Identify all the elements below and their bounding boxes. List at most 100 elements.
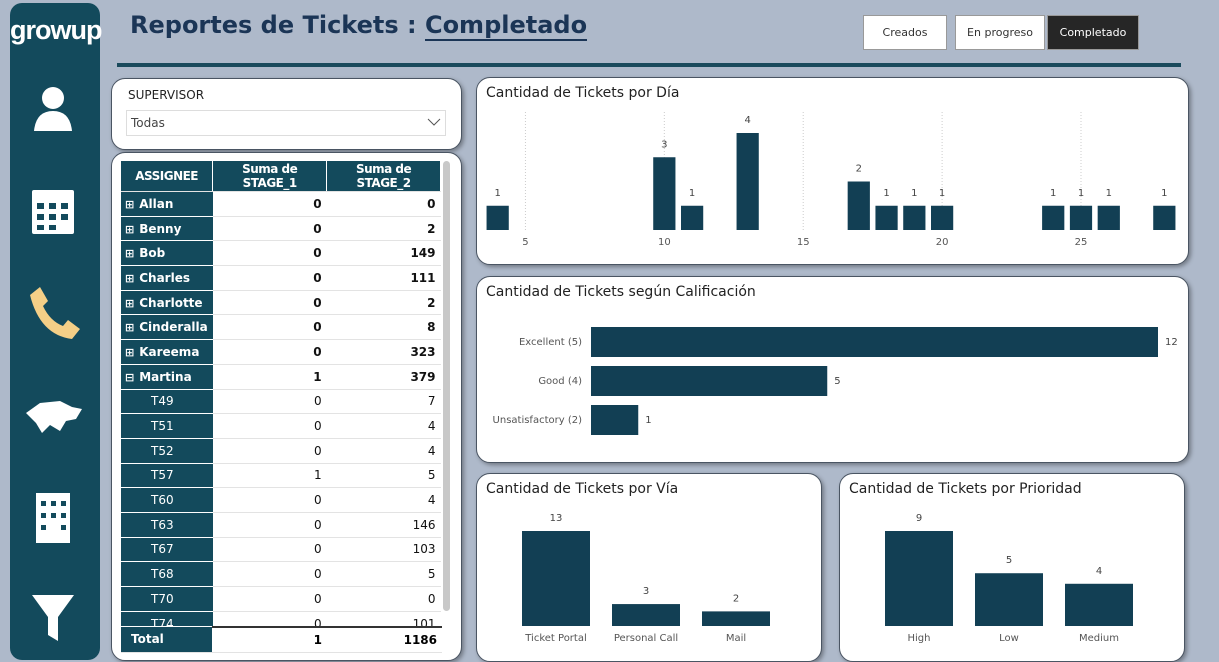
value-cell: 0 [212,487,327,513]
data-label: 2 [856,164,862,175]
assignee-name: Charles [139,270,190,285]
value-cell: 0 [212,339,327,365]
sidebar: growup [10,3,102,660]
slicer-dropdown[interactable]: Todas [126,110,446,136]
title-link[interactable]: Completado [424,11,588,41]
total-row: Total 1 1186 [121,625,442,653]
data-label: 2 [733,593,739,604]
value-cell: 8 [326,314,441,341]
nav-calendar[interactable] [32,190,74,234]
y-tick-label: Unsatisfactory (2) [493,415,583,426]
value-cell: 0 [326,191,441,217]
bar [522,531,590,626]
table-row: T68 0 5 [121,561,441,587]
data-label: 4 [744,115,750,126]
value-cell: 111 [326,265,441,291]
nav-phone[interactable] [30,287,80,339]
y-tick-label: Good (4) [538,376,582,387]
bar [1097,205,1120,230]
x-tick-label: 10 [658,237,671,248]
expand-icon: ⊞ [125,296,135,310]
expand-icon: ⊞ [125,345,135,359]
value-cell: 0 [212,191,327,217]
data-label: 5 [1006,555,1012,566]
value-cell: 0 [212,512,327,538]
chart-panel: Cantidad de Tickets por Prioridad 9 High 5 L… [839,473,1185,662]
nav-filter[interactable] [32,595,74,641]
nav-building[interactable] [36,493,70,543]
chart: Cantidad de Tickets según Calificación Ex… [486,284,1178,435]
assignee-name: Kareema [139,344,200,359]
x-tick-label: 15 [797,237,810,248]
data-label: 1 [689,188,695,199]
value-cell: 0 [212,265,327,291]
assignee-name: T74 [151,616,174,626]
table-row: ⊞ Charlotte 0 2 [121,290,441,316]
value-cell: 1 [212,463,327,489]
table-row: T60 0 4 [121,487,441,513]
bar [931,205,954,230]
nav-map[interactable] [26,401,82,433]
assignee-cell: ⊞ Kareema [121,339,213,365]
bar [591,327,1158,357]
assignee-name: Bob [139,246,166,261]
chart-panel: Cantidad de Tickets por Día 5 10 15 20 25 1 3 1 4… [476,77,1189,265]
value-cell: 0 [212,586,327,612]
assignee-cell: T51 [121,413,213,439]
bar [612,604,680,626]
column-header: Suma de STAGE_2 [326,161,441,192]
table-row: ⊞ Benny 0 2 [121,216,441,242]
value-cell: 0 [212,240,327,267]
table-row: ⊞ Cinderalla 0 8 [121,314,441,341]
bar [1065,583,1133,626]
value-cell: 0 [212,438,327,464]
assignee-name: T70 [151,591,174,606]
data-label: 12 [1165,337,1178,348]
slicer-value: Todas [131,116,165,130]
table-body: ASSIGNEE Suma de STAGE_1 Suma de STAGE_2 ⊞ A… [121,161,441,626]
data-label: 13 [550,513,563,524]
bar [1153,205,1176,230]
value-cell: 4 [326,413,441,439]
data-label: 1 [1050,188,1056,199]
table-row: ⊞ Kareema 0 323 [121,339,441,365]
total-value: 1186 [327,625,442,653]
assignee-cell: ⊞ Charles [121,265,213,291]
value-cell: 5 [326,463,441,489]
expand-icon: ⊟ [125,370,135,384]
assignee-cell: T57 [121,463,213,489]
x-tick-label: Medium [1079,633,1119,644]
assignee-name: T67 [151,542,174,557]
expand-icon: ⊞ [125,222,135,236]
y-tick-label: Excellent (5) [519,337,582,348]
assignee-name: T49 [151,394,174,409]
value-cell: 2 [326,290,441,316]
value-cell: 149 [326,240,441,267]
tab[interactable]: En progreso [955,15,1045,50]
assignee-cell: T68 [121,561,213,587]
expand-icon: ⊞ [125,271,135,285]
value-cell: 0 [212,290,327,316]
bar [591,405,639,435]
table-row: T52 0 4 [121,438,441,464]
tab[interactable]: Completado [1047,15,1139,50]
chart-title: Cantidad de Tickets por Prioridad [849,481,1082,497]
table-panel: ASSIGNEE Suma de STAGE_1 Suma de STAGE_2 ⊞ A… [111,152,462,661]
assignee-cell: T67 [121,537,213,563]
tab[interactable]: Creados [863,15,947,50]
header-row: ASSIGNEE Suma de STAGE_1 Suma de STAGE_2 [121,161,441,192]
assignee-name: T51 [151,419,174,434]
nav-user[interactable] [34,87,72,131]
slicer: SUPERVISOR Todas [111,78,462,150]
chart-title: Cantidad de Tickets por Día [486,85,679,101]
data-label: 1 [494,188,500,199]
bar [1042,205,1065,230]
scrollbar[interactable] [443,161,450,611]
column-header: ASSIGNEE [121,161,214,192]
title-rule [117,63,1181,67]
data-label: 1 [939,188,945,199]
table-row: T70 0 0 [121,586,441,612]
chart-panel: Cantidad de Tickets por Vía 13 Ticket Port… [476,473,822,662]
chart-title: Cantidad de Tickets según Calificación [486,284,756,300]
